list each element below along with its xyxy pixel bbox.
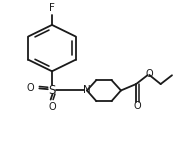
- Text: O: O: [133, 101, 141, 111]
- Text: O: O: [27, 83, 34, 93]
- Text: S: S: [48, 84, 56, 97]
- Text: F: F: [49, 3, 55, 13]
- Text: O: O: [49, 102, 56, 112]
- Text: N: N: [83, 85, 91, 96]
- Text: O: O: [146, 69, 153, 79]
